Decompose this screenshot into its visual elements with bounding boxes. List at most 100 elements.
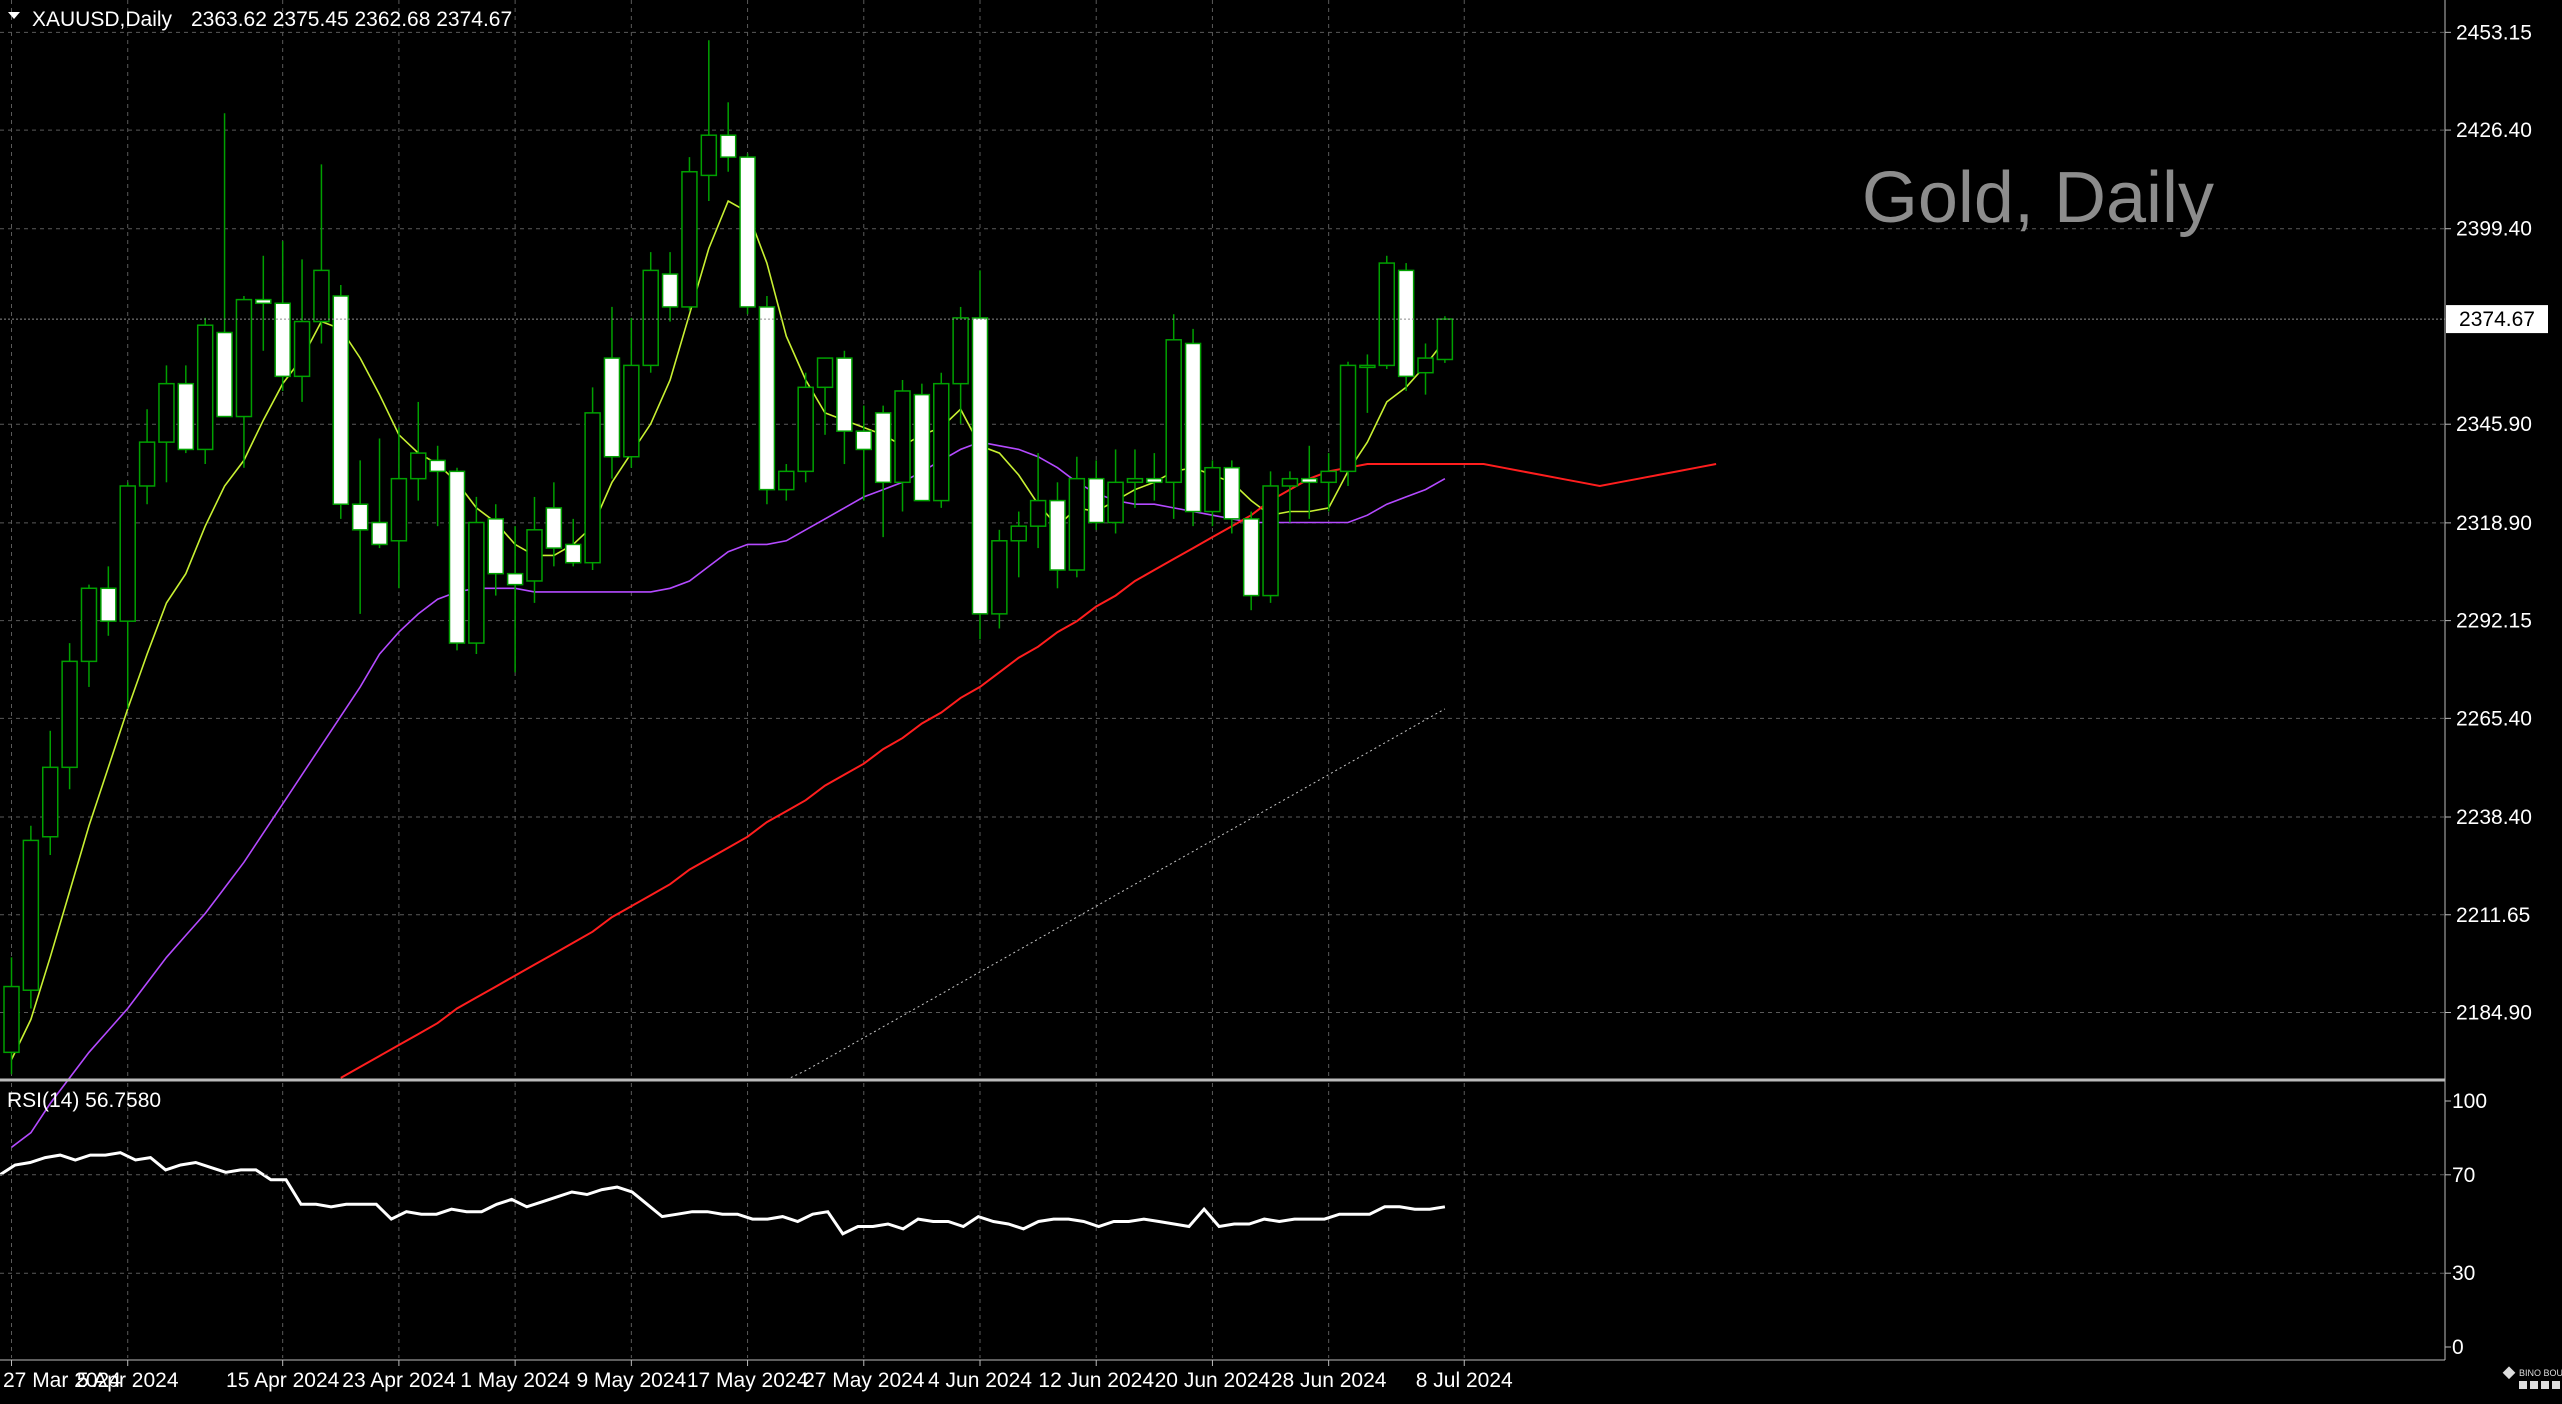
candle-39[interactable] [758,295,776,505]
candle-body-bull [1320,470,1337,484]
candle-42[interactable] [816,357,834,435]
candle-13[interactable] [255,255,272,351]
chart-header: XAUUSD,Daily 2363.62 2375.45 2362.68 237… [8,8,512,31]
candle-28[interactable] [545,482,563,567]
candle-1[interactable] [22,825,40,1009]
candle-51[interactable] [991,529,1008,629]
candle-24[interactable] [468,496,485,655]
candle-38[interactable] [739,153,756,315]
candle-3[interactable] [61,643,78,790]
candle-37[interactable] [719,102,737,172]
candle-44[interactable] [855,405,873,501]
candle-40[interactable] [778,464,795,501]
rsi-tick-label-3: 0 [2452,1336,2464,1359]
candle-18[interactable] [351,460,369,614]
date-tick-label-11: 28 Jun 2024 [1271,1369,1387,1392]
candle-14[interactable] [274,241,291,391]
candle-70[interactable] [1359,354,1376,413]
candle-54[interactable] [1049,482,1066,589]
candle-41[interactable] [797,372,814,483]
candle-21[interactable] [410,401,427,501]
candle-7[interactable] [138,409,156,505]
candle-body-bull [293,320,311,378]
candle-0[interactable] [3,957,20,1075]
candles[interactable] [3,40,1454,1075]
candle-29[interactable] [564,518,582,567]
candle-9[interactable] [177,365,195,454]
candle-15[interactable] [293,259,311,402]
candle-69[interactable] [1339,361,1357,486]
candle-body-bear [1397,269,1415,378]
candle-4[interactable] [80,584,98,687]
rsi-label: RSI(14) 56.7580 [7,1089,161,1112]
candle-67[interactable] [1301,445,1318,519]
candle-16[interactable] [313,164,330,344]
candle-56[interactable] [1087,460,1105,530]
candle-64[interactable] [1242,511,1260,611]
candle-49[interactable] [952,306,969,424]
date-tick-label-10: 20 Jun 2024 [1155,1369,1271,1392]
candle-48[interactable] [933,372,950,508]
candle-body-bull [468,521,485,644]
candle-71[interactable] [1378,255,1396,370]
candle-59[interactable] [1146,453,1163,501]
candle-body-bull [1107,481,1124,524]
candle-5[interactable] [100,566,117,636]
candle-10[interactable] [196,317,214,465]
candle-body-bull [681,170,698,308]
candle-26[interactable] [506,526,524,673]
candle-30[interactable] [584,387,601,571]
candle-62[interactable] [1204,460,1221,527]
candle-52[interactable] [1010,511,1027,578]
candle-12[interactable] [235,295,253,468]
candle-66[interactable] [1281,471,1299,523]
candle-72[interactable] [1397,263,1415,391]
candle-body-bull [584,412,601,564]
candle-60[interactable] [1165,314,1182,519]
candle-body-bear [1223,466,1241,520]
candle-31[interactable] [603,306,621,479]
candle-19[interactable] [371,438,388,549]
candle-35[interactable] [681,157,698,311]
candle-6[interactable] [119,482,136,709]
price-tick-label-2: 2399.40 [2456,218,2532,241]
candle-46[interactable] [894,380,911,512]
candle-body-bear [1146,477,1163,484]
candle-8[interactable] [158,365,175,483]
candle-body-bear [855,430,873,451]
candle-body-bear [1301,477,1318,484]
candle-43[interactable] [836,350,853,465]
candle-50[interactable] [971,270,989,640]
price-tick-label-4: 2318.90 [2456,512,2532,535]
candle-33[interactable] [642,252,659,373]
date-tick-label-6: 17 May 2024 [687,1369,809,1392]
candle-25[interactable] [487,504,504,596]
candle-22[interactable] [429,445,446,527]
candle-body-bull [119,485,136,622]
candle-45[interactable] [874,405,892,538]
candle-73[interactable] [1417,343,1434,395]
candle-61[interactable] [1184,328,1202,527]
candle-55[interactable] [1068,456,1086,578]
candle-32[interactable] [623,317,640,468]
candle-23[interactable] [448,467,466,651]
candle-68[interactable] [1320,453,1337,512]
candle-2[interactable] [41,730,59,856]
candle-53[interactable] [1029,453,1047,549]
price-tick-label-0: 2453.15 [2456,21,2532,44]
candle-17[interactable] [332,285,350,519]
candle-34[interactable] [661,252,679,322]
candle-63[interactable] [1223,460,1241,534]
candle-36[interactable] [700,40,718,201]
candle-74[interactable] [1436,316,1454,363]
candle-58[interactable] [1126,449,1144,508]
candle-47[interactable] [913,383,931,502]
candle-20[interactable] [390,427,408,589]
candle-57[interactable] [1107,449,1124,534]
candle-27[interactable] [526,496,543,603]
triangle-down-icon[interactable] [8,12,20,19]
candle-65[interactable] [1262,471,1279,603]
candle-11[interactable] [216,113,233,418]
